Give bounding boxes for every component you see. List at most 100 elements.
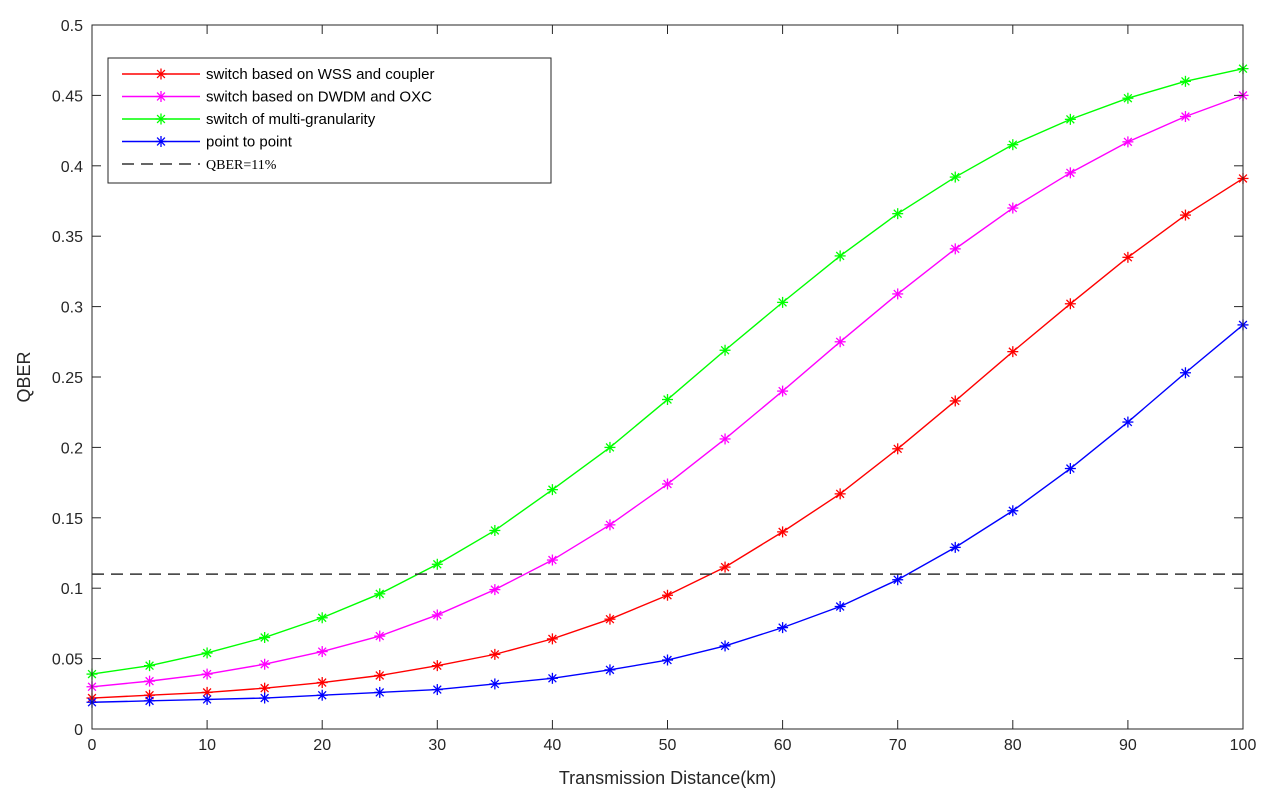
series-1-point <box>374 669 386 681</box>
series-1-point <box>1007 346 1019 358</box>
series-2-point <box>1064 167 1076 179</box>
y-tick-label: 0.15 <box>52 511 83 528</box>
series-1-point <box>719 561 731 573</box>
series-4-point <box>374 686 386 698</box>
series-3-point <box>949 171 961 183</box>
x-tick-label: 0 <box>88 737 97 754</box>
series-3-point <box>431 558 443 570</box>
series-2-point <box>834 336 846 348</box>
y-tick-label: 0.45 <box>52 88 83 105</box>
series-1-point <box>1122 251 1134 263</box>
series-2-point <box>719 433 731 445</box>
legend-marker <box>155 91 167 102</box>
legend-entry: switch based on DWDM and OXC <box>122 89 432 106</box>
legend-label: switch based on DWDM and OXC <box>206 89 432 106</box>
x-tick-label: 10 <box>198 737 216 754</box>
series-4-point <box>259 692 271 704</box>
y-tick-label: 0.1 <box>61 581 83 598</box>
series-3-point <box>1007 139 1019 151</box>
x-tick-label: 90 <box>1119 737 1137 754</box>
series-4-point <box>546 672 558 684</box>
y-tick-label: 0.3 <box>61 300 83 317</box>
series-3-point <box>1179 75 1191 87</box>
series-4-point <box>777 622 789 634</box>
series-3-point <box>719 344 731 356</box>
series-1-point <box>834 488 846 500</box>
y-tick-label: 0.4 <box>61 159 83 176</box>
y-tick-label: 0.25 <box>52 370 83 387</box>
series-2 <box>86 89 1249 693</box>
legend-marker <box>155 68 167 80</box>
legend-label: QBER=11% <box>206 158 277 173</box>
y-tick-label: 0 <box>74 722 83 739</box>
series-2-point <box>374 630 386 642</box>
y-axis-ticks: 0 0.05 0.1 0.15 0.2 0.25 0.3 0.35 0.4 0.45 0.5 <box>52 18 1243 739</box>
series-4 <box>86 319 1249 708</box>
series-layer <box>86 63 1249 708</box>
series-1-point <box>604 613 616 625</box>
series-3-point <box>892 208 904 220</box>
series-2-point <box>1122 136 1134 148</box>
legend-marker <box>155 113 167 125</box>
x-tick-label: 50 <box>659 737 677 754</box>
series-1-point <box>949 395 961 407</box>
series-4-point <box>489 678 501 690</box>
series-3-point <box>144 660 156 672</box>
series-1-point <box>662 589 673 601</box>
series-3-point <box>489 524 501 536</box>
series-1-point <box>316 677 328 689</box>
series-3-point <box>604 441 616 453</box>
x-axis-title: Transmission Distance(km) <box>559 768 776 788</box>
series-2-point <box>662 478 673 490</box>
series-1-point <box>777 526 789 538</box>
series-4-point <box>892 574 904 586</box>
series-3-point <box>1064 113 1076 125</box>
series-4-point <box>719 640 731 652</box>
legend-entry: switch of multi-granularity <box>122 111 376 128</box>
series-4-point <box>834 601 846 613</box>
y-tick-label: 0.35 <box>52 229 83 246</box>
y-tick-label: 0.2 <box>61 440 83 457</box>
series-2-point <box>892 288 904 300</box>
x-tick-label: 80 <box>1004 737 1022 754</box>
y-tick-label: 0.05 <box>52 652 83 669</box>
series-1-point <box>431 660 443 672</box>
legend-entry: switch based on WSS and coupler <box>122 66 434 83</box>
series-1-point <box>1179 209 1191 221</box>
series-4-point <box>316 689 328 701</box>
series-3-point <box>777 296 789 308</box>
legend: switch based on WSS and coupler switch ba… <box>107 57 552 184</box>
x-tick-label: 70 <box>889 737 907 754</box>
series-2-point <box>604 519 616 531</box>
series-3-point <box>259 631 271 643</box>
series-4-point <box>1064 463 1076 475</box>
series-3-point <box>834 250 846 262</box>
y-tick-label: 0.5 <box>61 18 83 35</box>
series-1-point <box>259 682 271 694</box>
legend-entry: QBER=11% <box>122 158 277 173</box>
series-3-point <box>316 612 328 624</box>
series-2-point <box>777 385 789 397</box>
series-4-point <box>662 654 673 666</box>
series-3-point <box>662 394 673 406</box>
series-3-point <box>1122 92 1134 104</box>
series-4-point <box>949 541 961 553</box>
legend-label: switch based on WSS and coupler <box>206 66 434 83</box>
series-2-point <box>431 609 443 621</box>
legend-label: point to point <box>206 134 293 151</box>
series-2-point <box>259 658 271 670</box>
series-2-point <box>949 243 961 255</box>
series-2-point <box>489 584 501 596</box>
series-4-point <box>604 664 616 676</box>
y-axis-title: QBER <box>14 351 34 402</box>
series-2-point <box>1179 111 1191 123</box>
series-1-point <box>1064 298 1076 310</box>
series-4-point <box>201 693 213 705</box>
x-tick-label: 100 <box>1230 737 1257 754</box>
series-1-point <box>489 648 501 660</box>
series-3-point <box>546 484 558 496</box>
series-4-point <box>1007 505 1019 517</box>
series-2-point <box>144 675 156 687</box>
series-1-point <box>546 633 558 645</box>
